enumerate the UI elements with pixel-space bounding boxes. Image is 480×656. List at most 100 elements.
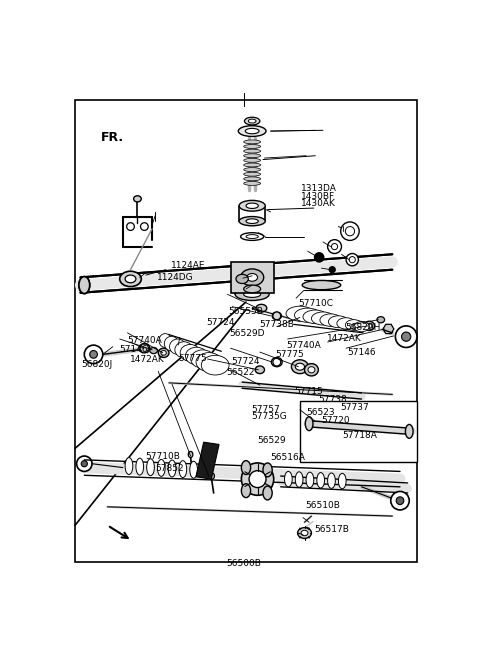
Ellipse shape (125, 275, 136, 283)
Text: 1430BF: 1430BF (301, 192, 336, 201)
Circle shape (346, 253, 359, 266)
Ellipse shape (241, 483, 251, 498)
Ellipse shape (244, 144, 261, 148)
Ellipse shape (79, 277, 90, 293)
Text: 56510B: 56510B (305, 501, 340, 510)
Ellipse shape (244, 285, 261, 293)
Text: 57757: 57757 (252, 405, 280, 413)
Ellipse shape (337, 318, 355, 329)
Ellipse shape (161, 350, 166, 355)
Ellipse shape (305, 417, 313, 430)
Ellipse shape (249, 470, 266, 487)
Ellipse shape (244, 158, 261, 162)
Ellipse shape (308, 367, 315, 373)
Ellipse shape (125, 458, 133, 474)
Ellipse shape (239, 200, 265, 211)
Ellipse shape (291, 359, 308, 374)
Text: 56529D: 56529D (229, 329, 265, 338)
Circle shape (349, 256, 355, 263)
Ellipse shape (244, 291, 261, 297)
Ellipse shape (210, 473, 215, 479)
Ellipse shape (364, 321, 374, 331)
Ellipse shape (235, 288, 269, 300)
Text: 57738: 57738 (318, 396, 347, 405)
Ellipse shape (244, 154, 261, 157)
Ellipse shape (354, 321, 369, 332)
Ellipse shape (238, 126, 266, 136)
Text: 57710B: 57710B (145, 452, 180, 461)
Ellipse shape (406, 424, 413, 438)
Circle shape (77, 456, 92, 472)
Ellipse shape (255, 366, 264, 374)
Ellipse shape (235, 265, 269, 277)
Ellipse shape (196, 353, 222, 371)
Ellipse shape (179, 461, 187, 478)
Ellipse shape (246, 219, 258, 224)
Text: 57738B: 57738B (259, 319, 294, 329)
Circle shape (341, 222, 359, 240)
Ellipse shape (302, 281, 341, 290)
Ellipse shape (244, 268, 261, 274)
Ellipse shape (286, 306, 314, 321)
Ellipse shape (244, 177, 261, 181)
Text: 57715: 57715 (294, 388, 323, 396)
Text: 1430AK: 1430AK (301, 199, 336, 209)
Text: 56516A: 56516A (270, 453, 305, 462)
Circle shape (84, 345, 103, 363)
Ellipse shape (159, 334, 171, 348)
Text: 1472AK: 1472AK (326, 335, 361, 343)
Ellipse shape (147, 459, 155, 476)
Text: 56820H: 56820H (345, 323, 381, 332)
Ellipse shape (169, 339, 186, 354)
Ellipse shape (191, 350, 215, 368)
Text: 57852: 57852 (156, 464, 184, 473)
Polygon shape (196, 442, 219, 479)
Ellipse shape (158, 348, 169, 358)
Circle shape (273, 312, 281, 319)
Circle shape (273, 358, 281, 366)
Ellipse shape (180, 344, 200, 361)
Ellipse shape (298, 527, 312, 539)
Ellipse shape (133, 195, 141, 202)
Ellipse shape (256, 304, 267, 312)
Ellipse shape (244, 117, 260, 125)
Text: 56500B: 56500B (227, 559, 262, 568)
Ellipse shape (175, 342, 193, 358)
Circle shape (332, 243, 337, 250)
Ellipse shape (246, 203, 258, 209)
Ellipse shape (244, 168, 261, 171)
Ellipse shape (295, 363, 304, 370)
Ellipse shape (241, 463, 274, 495)
Ellipse shape (150, 348, 157, 354)
Ellipse shape (377, 317, 384, 323)
Ellipse shape (247, 274, 258, 281)
Circle shape (328, 239, 341, 253)
Ellipse shape (345, 319, 362, 331)
Ellipse shape (328, 316, 348, 328)
Ellipse shape (263, 463, 272, 477)
Ellipse shape (248, 119, 256, 123)
Polygon shape (383, 324, 394, 334)
Ellipse shape (241, 461, 251, 474)
Text: 1124AE: 1124AE (171, 260, 206, 270)
Bar (300, 401, 417, 462)
Ellipse shape (239, 216, 265, 226)
Ellipse shape (271, 358, 282, 367)
Ellipse shape (168, 460, 176, 477)
Ellipse shape (157, 459, 165, 476)
Text: 57718A: 57718A (342, 432, 377, 440)
Circle shape (141, 222, 148, 230)
Ellipse shape (244, 140, 261, 144)
Ellipse shape (303, 310, 328, 323)
Ellipse shape (240, 269, 264, 286)
Text: 57146: 57146 (348, 348, 376, 357)
Circle shape (314, 253, 324, 262)
Text: 57724: 57724 (206, 318, 235, 327)
Text: 57775: 57775 (276, 350, 304, 359)
Ellipse shape (367, 323, 372, 328)
Ellipse shape (272, 312, 281, 319)
Ellipse shape (295, 308, 321, 322)
Text: 56820J: 56820J (82, 360, 113, 369)
Text: 56517B: 56517B (314, 525, 349, 534)
Ellipse shape (320, 314, 341, 326)
